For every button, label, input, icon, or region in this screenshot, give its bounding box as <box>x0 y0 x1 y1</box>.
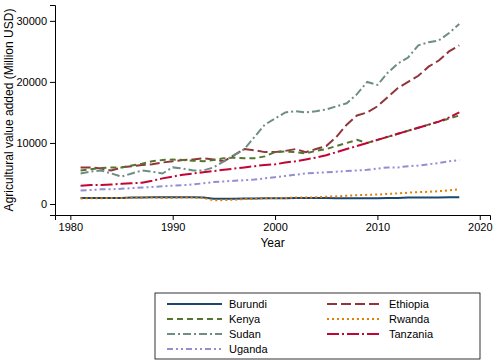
legend-swatch <box>167 348 222 350</box>
legend-label: Ethiopia <box>389 298 430 310</box>
legend-label: Burundi <box>229 298 267 310</box>
x-tick-mark <box>70 215 71 220</box>
y-tick: 10000 <box>16 137 55 149</box>
legend-label: Tanzania <box>389 328 434 340</box>
y-tick: 20000 <box>16 76 55 88</box>
y-tick: 0 <box>41 198 55 210</box>
x-tick: 2020 <box>468 215 492 233</box>
x-tick: 2000 <box>263 215 287 233</box>
series-line <box>81 160 460 191</box>
series-line <box>81 45 460 170</box>
series-line <box>81 24 460 177</box>
x-tick: 1990 <box>161 215 185 233</box>
x-tick-label: 2020 <box>468 221 492 233</box>
x-axis-line <box>56 216 491 221</box>
x-tick-label: 1990 <box>161 221 185 233</box>
legend: Burundi Ethiopia Kenya Rwanda Sudan Tanzania U… <box>155 293 480 359</box>
y-tick-mark <box>50 82 55 83</box>
legend-swatch <box>167 333 222 335</box>
legend-label: Kenya <box>229 313 261 325</box>
legend-swatch <box>327 303 382 305</box>
x-axis: 1980 1990 2000 2010 2020 <box>56 215 493 233</box>
legend-label: Sudan <box>229 328 261 340</box>
plot: 1980 1990 2000 2010 2020 0 10000 20000 30000 <box>16 6 492 233</box>
y-tick: 30000 <box>16 15 55 27</box>
y-tick-label: 10000 <box>16 137 47 149</box>
y-tick-label: 20000 <box>16 76 47 88</box>
x-axis-title: Year <box>260 236 284 250</box>
y-axis-title: Agricultural value added (Million USD) <box>2 9 16 212</box>
legend-swatch <box>327 318 382 320</box>
x-tick-mark <box>173 215 174 220</box>
chart: 1980 1990 2000 2010 2020 0 10000 20000 30000 Year… <box>0 0 500 363</box>
legend-label: Rwanda <box>389 313 430 325</box>
y-axis-line <box>50 6 56 216</box>
series-line <box>81 189 460 200</box>
series-line <box>81 115 460 170</box>
y-tick-mark <box>50 204 55 205</box>
x-tick-label: 2000 <box>263 221 287 233</box>
y-tick-mark <box>50 21 55 22</box>
x-tick-label: 2010 <box>366 221 390 233</box>
x-tick: 1980 <box>59 215 83 233</box>
x-tick-mark <box>480 215 481 220</box>
y-tick-mark <box>50 143 55 144</box>
y-axis: 0 10000 20000 30000 <box>16 6 55 216</box>
series-line <box>81 112 460 185</box>
y-tick-label: 0 <box>41 198 47 210</box>
x-tick: 2010 <box>366 215 390 233</box>
x-tick-label: 1980 <box>59 221 83 233</box>
legend-swatch <box>327 333 382 335</box>
lines <box>81 24 460 200</box>
y-tick-label: 30000 <box>16 15 47 27</box>
x-tick-mark <box>377 215 378 220</box>
legend-box <box>155 293 480 359</box>
legend-label: Uganda <box>229 343 268 355</box>
x-tick-mark <box>275 215 276 220</box>
legend-swatch <box>167 303 222 305</box>
legend-swatch <box>167 318 222 320</box>
